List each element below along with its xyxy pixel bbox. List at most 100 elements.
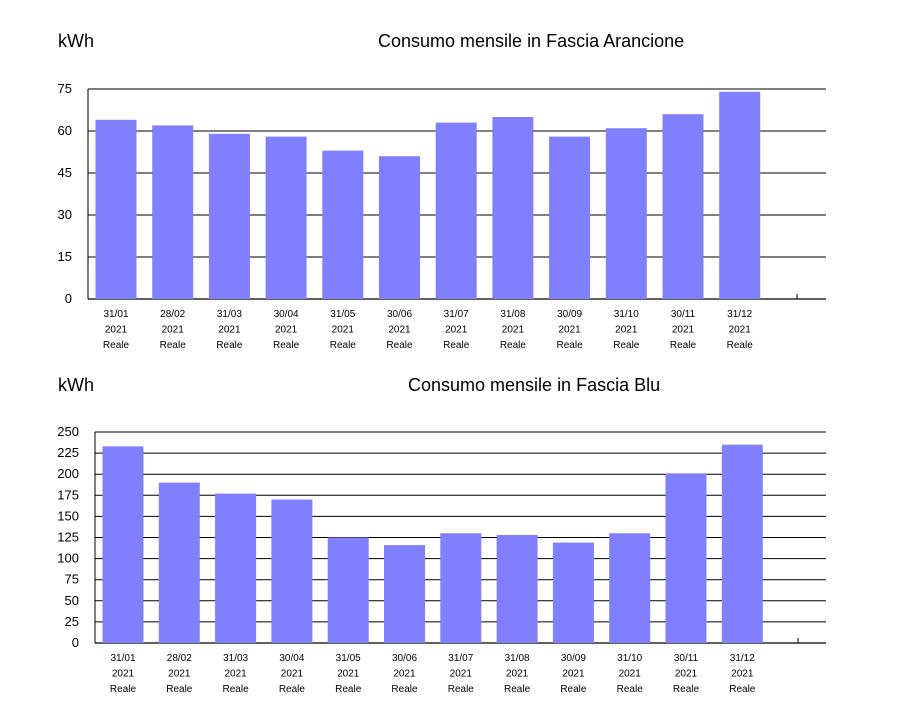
y-tick-label: 60 [58,123,72,138]
x-tick-label: 2021 [224,669,247,680]
x-tick-label: Reale [386,340,413,351]
y-tick-label: 25 [65,614,79,629]
x-tick-label: Reale [443,340,470,351]
x-tick-label: 31/01 [110,653,135,664]
x-tick-label: 2021 [281,669,304,680]
y-tick-label: 50 [65,593,79,608]
chart-panel-arancione: kWh Consumo mensile in Fascia Arancione … [58,31,826,351]
y-tick-label: 75 [65,572,79,587]
bar [435,122,477,299]
bar [721,444,763,643]
bar [384,545,425,643]
x-tick-label: 31/08 [500,309,525,320]
bar [265,136,307,299]
y-tick-label: 45 [58,165,72,180]
x-tick-label: 31/10 [617,653,642,664]
bar [492,117,534,299]
bar [496,534,538,643]
bar [549,136,591,299]
x-tick-label: Reale [273,340,300,351]
x-tick-label: 30/11 [671,309,696,320]
bar [208,133,250,299]
x-tick-label: 30/11 [674,653,699,664]
x-tick-label: 28/02 [160,309,185,320]
bar [158,482,200,643]
x-tick-label: 2021 [558,325,581,336]
bar [271,499,313,643]
y-tick-label: 175 [57,487,79,502]
x-tick-label: 31/03 [217,309,242,320]
bar [215,493,257,643]
x-tick-label: 2021 [619,669,642,680]
y-tick-label: 30 [58,207,72,222]
x-tick-label: 31/01 [103,309,128,320]
x-tick-label: 2021 [275,325,298,336]
bar [152,125,194,300]
chart-arancione: 0 15 30 45 60 75 31/01 2021 Reale 28/02 2021 Reale 3… [58,81,826,351]
x-tick-label: Reale [330,340,357,351]
x-tick-label: 2021 [672,325,695,336]
chart-y-unit: kWh [58,375,94,395]
x-tick-label: Reale [448,684,475,695]
x-tick-label: 31/07 [444,309,469,320]
x-tick-label: 28/02 [167,653,192,664]
x-tick-label: 2021 [332,325,355,336]
y-tick-label: 0 [72,635,79,650]
x-tick-label: 2021 [731,669,754,680]
y-tick-label: 150 [57,508,79,523]
chart-panel-blu: kWh Consumo mensile in Fascia Blu 0 25 50 7… [0,355,900,707]
x-tick-label: 31/05 [330,309,355,320]
x-tick-label: Reale [103,340,130,351]
x-tick-label: 2021 [502,325,525,336]
x-tick-label: Reale [727,340,754,351]
x-tick-label: Reale [560,684,587,695]
x-tick-label: 30/04 [274,309,299,320]
x-tick-label: Reale [504,684,531,695]
x-tick-label: 30/06 [392,653,417,664]
x-tick-label: 2021 [506,669,529,680]
x-tick-label: Reale [279,684,306,695]
x-tick-label: 2021 [729,325,752,336]
x-tick-label: 31/07 [448,653,473,664]
bar [327,537,369,643]
x-tick-label: 31/12 [727,309,752,320]
bar [719,91,761,299]
bar [609,533,651,643]
chart-title: Consumo mensile in Fascia Blu [408,375,661,395]
x-tick-label: 31/10 [614,309,639,320]
x-tick-label: 2021 [445,325,468,336]
x-tick-label: 31/05 [336,653,361,664]
y-tick-label: 0 [65,291,72,306]
x-tick-label: 2021 [168,669,191,680]
bar [605,128,647,299]
y-tick-label: 250 [57,424,79,439]
x-tick-label: Reale [670,340,697,351]
x-tick-label: 31/08 [505,653,530,664]
bar [379,156,420,299]
chart-blu: 0 25 50 75 100 125 150 175 200 225 250 31/01 2021 Rea… [57,424,826,695]
x-tick-label: Reale [166,684,193,695]
bar [552,542,594,643]
x-tick-label: 2021 [337,669,360,680]
x-tick-label: 30/09 [561,653,586,664]
x-tick-label: 2021 [562,669,585,680]
chart-y-unit: kWh [58,31,94,51]
bar [665,473,707,643]
x-tick-label: 30/09 [557,309,582,320]
x-tick-label: 2021 [450,669,473,680]
x-tick-label: 30/04 [279,653,304,664]
x-tick-label: Reale [729,684,756,695]
x-tick-label: Reale [613,340,640,351]
y-tick-label: 200 [57,466,79,481]
x-tick-label: 2021 [105,325,128,336]
x-tick-label: 31/03 [223,653,248,664]
x-tick-label: Reale [160,340,187,351]
x-tick-label: 2021 [615,325,638,336]
bar [95,119,137,299]
x-tick-label: Reale [391,684,418,695]
x-tick-label: Reale [557,340,584,351]
x-tick-label: 2021 [112,669,135,680]
bar [662,114,704,299]
x-tick-label: 2021 [388,325,411,336]
